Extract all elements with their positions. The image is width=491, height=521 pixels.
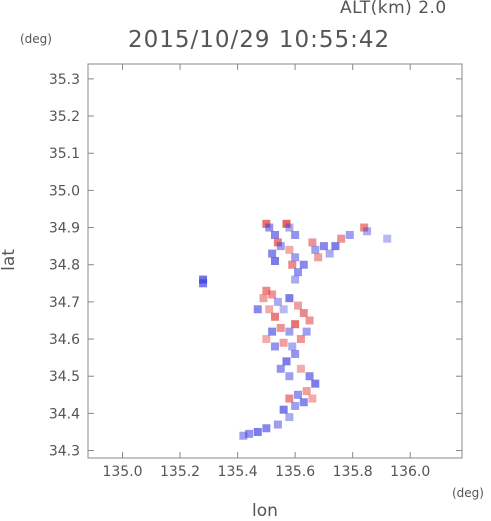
data-cell [273, 238, 282, 247]
data-cell [291, 253, 300, 262]
data-cell [199, 279, 208, 288]
data-cell [308, 394, 317, 403]
data-cell [282, 357, 291, 366]
y-tick-label: 35.1 [49, 146, 80, 162]
data-cell [285, 394, 294, 403]
y-tick-label: 34.3 [49, 444, 80, 460]
data-cell [294, 390, 303, 399]
data-cell [265, 305, 274, 314]
data-cell [291, 401, 300, 410]
data-cell [271, 230, 279, 239]
axis-ticks: 135.0 135.2 135.4 135.6 135.8 136.0 34.3 34.4 34… [49, 64, 462, 480]
data-cell [285, 294, 294, 303]
x-tick-label: 135.6 [275, 464, 315, 480]
data-cell [305, 316, 314, 325]
data-cell [279, 305, 288, 314]
data-cell [383, 234, 392, 243]
data-cell [262, 286, 271, 295]
data-cell [299, 398, 308, 407]
data-cell [291, 349, 300, 358]
plot-frame [87, 63, 463, 459]
x-axis-unit: (deg) [452, 486, 484, 500]
data-cell [285, 327, 294, 336]
data-cell [285, 413, 294, 422]
data-cell [262, 335, 271, 344]
data-cell [319, 242, 328, 251]
x-tick-label: 136.0 [390, 464, 430, 480]
data-cell [314, 253, 323, 262]
y-tick-label: 35.0 [49, 183, 80, 199]
data-cell [363, 227, 372, 236]
data-cell [337, 234, 346, 243]
x-axis-label: lon [252, 501, 278, 521]
data-cell [279, 405, 288, 414]
data-cell [296, 364, 305, 373]
y-tick-label: 35.3 [49, 72, 80, 88]
data-cell [268, 327, 277, 336]
data-cell [276, 242, 285, 251]
data-cell [308, 238, 317, 247]
data-cell [273, 420, 282, 429]
data-cell [302, 387, 311, 396]
y-tick-label: 34.6 [49, 332, 80, 348]
data-cell [276, 364, 285, 373]
data-cell [291, 275, 300, 284]
x-tick-label: 135.0 [102, 464, 142, 480]
y-tick-label: 34.5 [49, 369, 80, 385]
data-cell [271, 312, 279, 321]
data-cell [253, 427, 262, 436]
data-cell [262, 424, 271, 433]
x-tick-label: 135.4 [218, 464, 258, 480]
data-cell [305, 372, 314, 381]
y-tick-label: 34.7 [49, 295, 80, 311]
data-cells [199, 219, 392, 440]
data-cell [245, 429, 254, 438]
altitude-label: ALT(km) 2.0 [340, 0, 447, 18]
data-cell [265, 223, 274, 232]
y-axis-unit: (deg) [20, 32, 52, 46]
data-cell [282, 219, 291, 228]
data-cell [360, 223, 369, 232]
x-tick-label: 135.2 [160, 464, 200, 480]
chart-title: 2015/10/29 10:55:42 [128, 27, 391, 53]
data-cell [253, 305, 262, 314]
data-cell [285, 372, 294, 381]
x-tick-label: 135.8 [333, 464, 373, 480]
data-cell [296, 335, 305, 344]
data-cell [291, 320, 300, 329]
data-cell [259, 294, 268, 303]
data-cell [294, 268, 303, 277]
data-cell [291, 230, 300, 239]
y-tick-label: 35.2 [49, 109, 80, 125]
data-cell [325, 249, 334, 258]
y-tick-label: 34.8 [49, 258, 80, 274]
data-cell [288, 342, 297, 351]
data-cell [311, 245, 320, 254]
data-cell [302, 327, 311, 336]
data-cell [273, 297, 282, 306]
data-cell [285, 245, 294, 254]
data-cell [288, 260, 297, 269]
data-cell [331, 242, 340, 251]
y-tick-label: 34.4 [49, 406, 80, 422]
data-cell [239, 431, 248, 440]
data-cell [285, 223, 294, 232]
data-cell [299, 260, 308, 269]
data-cell [271, 257, 279, 265]
data-cell [279, 338, 288, 347]
data-cell [299, 309, 308, 318]
data-cell [268, 249, 277, 258]
data-cell [311, 379, 320, 388]
data-cell [345, 230, 354, 239]
y-tick-label: 34.9 [49, 221, 80, 237]
data-cell [294, 301, 303, 310]
data-cell [276, 323, 285, 332]
data-cell [268, 290, 277, 299]
data-cell [271, 342, 279, 351]
